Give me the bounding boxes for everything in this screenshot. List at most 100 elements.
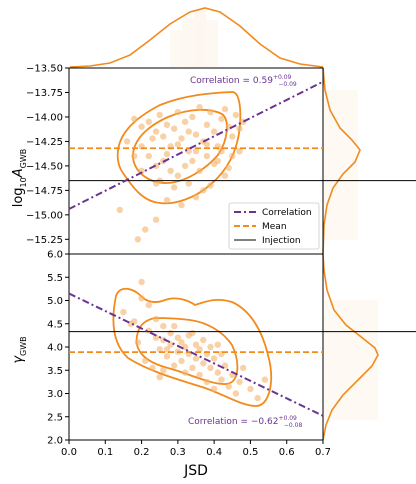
bottom-correlation-line <box>68 292 324 417</box>
top-y-tick-label: −15.25 <box>26 235 63 246</box>
top-scatter-point <box>214 157 221 165</box>
top-scatter-point <box>174 108 182 116</box>
bottom-y-ticks: 2.0 2.5 3.0 3.5 4.0 4.5 5.0 5.5 6.0 <box>47 250 69 447</box>
top-y-tick-label: −14.50 <box>26 161 63 172</box>
bottom-scatter-point <box>218 376 225 383</box>
top-scatter-point <box>229 152 236 160</box>
top-scatter-point <box>149 135 156 142</box>
bottom-scatter-point <box>207 343 214 351</box>
top-marginal <box>69 7 324 68</box>
bottom-scatter-point <box>210 385 218 393</box>
top-scatter-point <box>116 206 124 214</box>
bottom-scatter-point <box>214 341 221 348</box>
bottom-scatter-point <box>189 329 196 337</box>
top-scatter-point <box>181 162 189 170</box>
x-tick-label: 0.7 <box>315 447 331 458</box>
top-panel: −13.50 −13.75 −14.00 −14.25 −14.50 −14.75 −15.… <box>11 64 416 255</box>
legend-box <box>228 202 320 250</box>
bottom-scatter-point <box>236 378 243 386</box>
top-y-tick-label: −14.00 <box>26 112 63 123</box>
top-scatter-point <box>210 128 218 135</box>
bottom-scatter-point <box>156 346 163 353</box>
bottom-scatter-point <box>181 343 189 351</box>
bottom-scatter-points <box>120 278 269 402</box>
top-y-axis-label: log10AGWB <box>11 149 28 208</box>
right-top-marginal-kde <box>322 67 361 255</box>
top-scatter-point <box>200 187 207 194</box>
legend-correlation-label: Correlation <box>262 208 312 218</box>
bottom-scatter-point <box>145 301 152 309</box>
bottom-y-tick-label: 5.5 <box>47 273 63 284</box>
top-scatter-point <box>229 133 236 140</box>
bottom-y-tick-label: 3.0 <box>47 389 63 400</box>
bottom-scatter-point <box>261 376 269 383</box>
top-scatter-points <box>116 104 247 243</box>
top-scatter-point <box>160 133 167 140</box>
bottom-scatter-point <box>178 339 185 346</box>
bottom-scatter-point <box>171 322 178 330</box>
top-scatter-point <box>185 148 192 155</box>
bottom-scatter-point <box>174 334 182 341</box>
bottom-scatter-point <box>196 371 203 379</box>
top-marginal-hist-bar <box>170 30 182 67</box>
top-y-tick-label: −13.50 <box>26 64 63 75</box>
top-scatter-point <box>192 148 200 155</box>
top-y-tick-label: −15.00 <box>26 210 63 221</box>
x-tick-label: 0.4 <box>206 447 222 458</box>
bottom-scatter-point <box>181 369 189 376</box>
bottom-scatter-point <box>192 341 200 348</box>
bottom-scatter-point <box>196 346 203 353</box>
bottom-scatter-point <box>152 315 160 323</box>
top-scatter-point <box>196 167 203 174</box>
bottom-scatter-point <box>192 355 200 362</box>
bottom-scatter-point <box>160 322 167 330</box>
top-scatter-point <box>131 115 138 123</box>
top-scatter-point <box>152 128 160 135</box>
bottom-scatter-point <box>178 357 185 365</box>
top-correlation-label: Correlation = 0.59+0.09 −0.09 <box>190 74 297 88</box>
x-tick-label: 0.2 <box>134 447 150 458</box>
bottom-scatter-point <box>163 346 171 353</box>
top-scatter-point <box>185 180 192 187</box>
top-scatter-point <box>218 115 225 123</box>
bottom-scatter-point <box>160 367 167 374</box>
top-scatter-point <box>152 216 160 223</box>
top-scatter-point <box>142 226 149 233</box>
top-scatter-point <box>178 201 185 209</box>
top-scatter-point <box>236 148 243 155</box>
x-tick-label: 0.6 <box>279 447 295 458</box>
bottom-contour-outer <box>112 287 272 407</box>
right-bottom-marginal <box>322 253 379 441</box>
top-scatter-point <box>171 125 178 132</box>
top-scatter-point <box>152 180 160 187</box>
top-contour-inner <box>132 108 228 184</box>
bottom-scatter-point <box>200 360 207 367</box>
bottom-scatter-point <box>138 278 145 286</box>
bottom-scatter-point <box>156 374 163 381</box>
bottom-y-tick-label: 5.0 <box>47 296 63 307</box>
top-scatter-point <box>163 197 171 204</box>
top-scatter-point <box>221 172 229 179</box>
top-correlation-line <box>68 80 324 210</box>
bottom-scatter-point <box>203 378 211 386</box>
bottom-scatter-point <box>210 355 218 362</box>
top-scatter-point <box>163 121 171 128</box>
top-scatter-point <box>232 111 240 119</box>
top-contour-outer <box>116 91 242 205</box>
bottom-scatter-point <box>142 357 149 365</box>
bottom-scatter-point <box>247 385 254 393</box>
x-axis-label: JSD <box>183 463 208 479</box>
top-scatter-point <box>145 118 152 126</box>
top-scatter-point <box>192 194 200 201</box>
top-scatter-point <box>218 148 225 155</box>
top-scatter-point <box>189 157 196 165</box>
top-y-tick-label: −14.25 <box>26 137 63 148</box>
top-scatter-point <box>181 118 189 126</box>
top-scatter-point <box>138 123 145 130</box>
bottom-y-axis-label: γGWB <box>11 336 28 363</box>
bottom-scatter-point <box>171 362 178 369</box>
top-scatter-point <box>203 141 211 148</box>
top-scatter-point <box>134 236 142 243</box>
top-scatter-point <box>145 152 152 160</box>
top-scatter-point <box>156 111 163 119</box>
